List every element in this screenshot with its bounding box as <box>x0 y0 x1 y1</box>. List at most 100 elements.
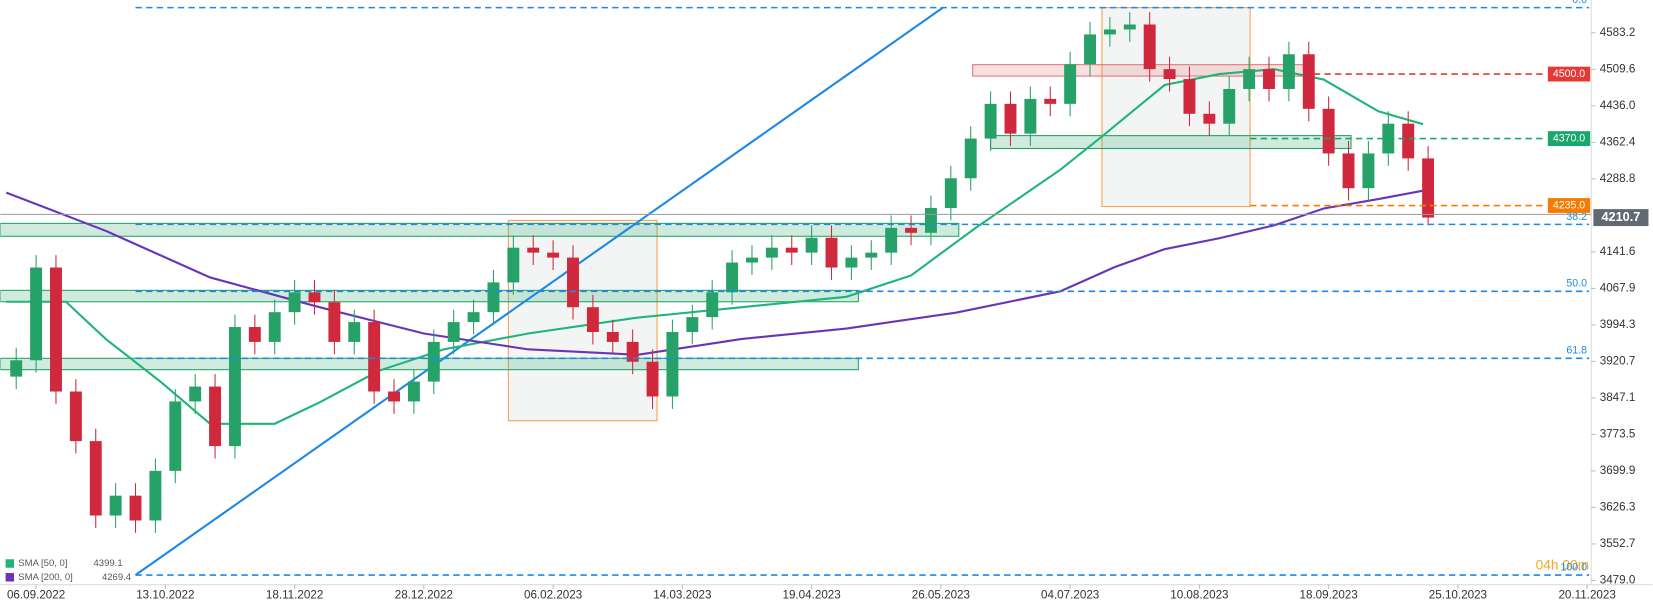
candle-body <box>1302 54 1315 109</box>
fib-label: 38.2 <box>1566 211 1587 223</box>
y-tick-label: 3552.7 <box>1600 537 1636 550</box>
level-tag-label: 4500.0 <box>1553 68 1585 80</box>
x-tick-label: 14.03.2023 <box>653 588 711 601</box>
candle-body <box>746 257 758 263</box>
candle-body <box>1322 108 1335 154</box>
candle-body <box>169 401 182 471</box>
candle-body <box>1203 113 1216 124</box>
y-tick-label: 4509.6 <box>1600 62 1636 75</box>
candle-body <box>89 441 102 516</box>
candle-body <box>209 386 222 447</box>
candle-body <box>228 327 241 447</box>
candle-body <box>427 341 440 382</box>
candle-body <box>467 312 480 323</box>
current-price-label: 4210.7 <box>1601 209 1640 224</box>
candle-body <box>527 247 540 253</box>
candle-body <box>1422 158 1435 218</box>
y-tick-label: 3626.3 <box>1600 501 1636 514</box>
y-tick-label: 3847.1 <box>1600 391 1636 404</box>
candle-body <box>1044 98 1057 104</box>
candle-body <box>109 495 122 516</box>
candle-body <box>1402 123 1415 159</box>
y-tick-label: 3920.7 <box>1600 354 1636 367</box>
candle-body <box>268 312 281 342</box>
candle-body <box>944 178 957 209</box>
zone <box>0 222 960 237</box>
candle-body <box>567 257 579 308</box>
candle-body <box>328 302 341 342</box>
candle-body <box>487 282 500 313</box>
candle-body <box>726 262 739 293</box>
candle-body <box>1362 153 1375 189</box>
candle-body <box>1282 54 1295 89</box>
candle-body <box>586 307 599 333</box>
candle-body <box>1342 153 1355 189</box>
candle-body <box>1183 79 1196 114</box>
candle-body <box>646 361 659 397</box>
x-tick-label: 18.09.2023 <box>1300 588 1358 601</box>
y-tick-label: 4436.0 <box>1600 99 1636 112</box>
candle-body <box>69 391 82 442</box>
candle-body <box>924 208 937 233</box>
legend-swatch <box>5 559 15 568</box>
fib-label: 100.0 <box>1561 561 1588 573</box>
candle-body <box>1143 24 1156 70</box>
y-tick-label: 3773.5 <box>1600 427 1636 440</box>
x-tick-label: 19.04.2023 <box>782 588 840 601</box>
candle-body <box>1163 69 1176 80</box>
legend-swatch <box>5 573 15 582</box>
y-tick-label: 3699.9 <box>1600 464 1636 477</box>
candle-body <box>447 322 460 342</box>
fib-label: 50.0 <box>1566 278 1587 290</box>
level-tag-label: 4235.0 <box>1553 199 1585 211</box>
candle-body <box>248 327 261 342</box>
sma-line <box>6 68 1424 425</box>
candle-body <box>50 267 62 392</box>
candle-body <box>368 322 381 392</box>
sma-line <box>5 189 1424 356</box>
x-tick-label: 13.10.2022 <box>136 588 194 601</box>
candle-body <box>785 247 798 253</box>
x-tick-label: 04.07.2023 <box>1041 588 1099 601</box>
candle-body <box>606 332 619 342</box>
candle-body <box>865 252 878 258</box>
candle-body <box>507 247 520 283</box>
y-tick-label: 3479.0 <box>1600 574 1636 587</box>
candle-body <box>189 386 202 402</box>
y-tick-label: 4288.8 <box>1600 172 1636 185</box>
candle-body <box>547 252 560 258</box>
x-tick-label: 18.11.2022 <box>266 588 323 601</box>
x-tick-label: 20.11.2023 <box>1558 588 1615 601</box>
fib-label: 61.8 <box>1566 345 1587 357</box>
candle-body <box>626 341 639 362</box>
candle-body <box>845 257 858 268</box>
candle-body <box>1084 34 1096 65</box>
level-tag <box>1547 198 1591 213</box>
level-tag <box>1547 131 1591 146</box>
timer: 04h 00m <box>1536 557 1590 572</box>
legend-name: SMA [50, 0] <box>18 558 67 569</box>
candle-body <box>1243 69 1256 89</box>
candle-body <box>30 267 43 361</box>
candle-body <box>1123 24 1136 30</box>
candle-body <box>10 360 23 377</box>
y-tick-label: 4362.4 <box>1600 135 1636 148</box>
candle-body <box>1223 88 1236 124</box>
legend-value: 4269.4 <box>102 572 132 583</box>
legend-value: 4399.1 <box>94 558 123 569</box>
candle-body <box>1263 69 1275 89</box>
candle-body <box>1024 98 1037 134</box>
candle-body <box>1103 29 1116 35</box>
legend-name: SMA [200, 0] <box>18 572 72 583</box>
candle-body <box>388 391 400 402</box>
y-tick-label: 4067.9 <box>1600 281 1636 294</box>
zone <box>0 289 859 303</box>
level-tag <box>1547 66 1591 82</box>
candle-body <box>984 103 997 139</box>
candle-body <box>407 381 420 402</box>
candle-body <box>805 237 818 253</box>
candle-body <box>905 227 918 233</box>
candle-body <box>1064 64 1077 104</box>
candle-body <box>706 292 719 318</box>
